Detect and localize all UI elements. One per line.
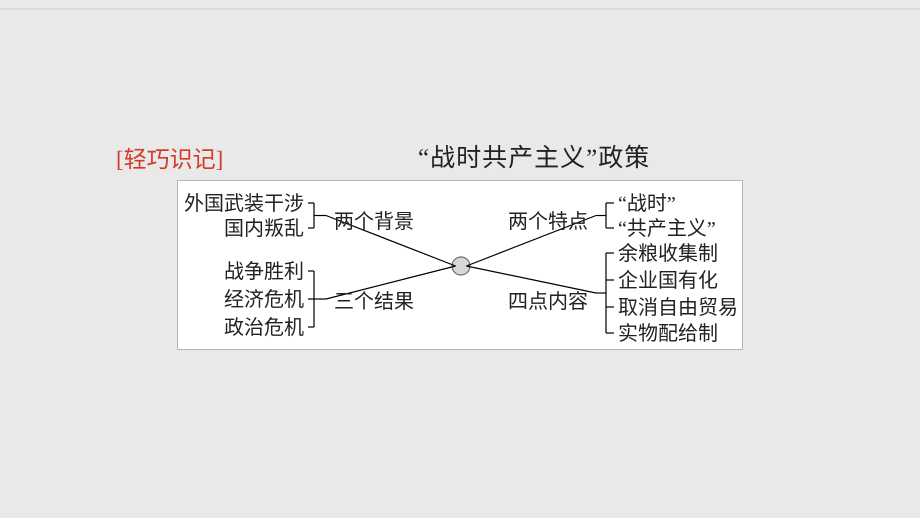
top-rule	[0, 8, 920, 10]
diagram-text: “战时”	[618, 192, 676, 215]
diagram-text: 外国武装干涉	[184, 192, 304, 215]
diagram-text: 取消自由贸易	[618, 296, 738, 319]
diagram-text: 两个特点	[508, 210, 588, 233]
diagram-text: 实物配给制	[618, 322, 718, 345]
diagram-panel: 两个背景 外国武装干涉国内叛乱三个结果 战争胜利经济危机政治危机 两个特点 “战时”“共…	[177, 180, 743, 350]
diagram-text: 经济危机	[224, 288, 304, 311]
diagram-text: 企业国有化	[618, 269, 718, 292]
slide: [轻巧识记] “战时共产主义”政策 两个背景 外国武装干涉国内叛乱三个结果 战争胜利…	[0, 0, 920, 518]
diagram-text: 余粮收集制	[618, 242, 718, 265]
diagram-text: 政治危机	[224, 316, 304, 339]
diagram-text: 两个背景	[334, 210, 414, 233]
diagram-title: “战时共产主义”政策	[418, 138, 650, 174]
section-tag: [轻巧识记]	[116, 140, 223, 174]
diagram-text: 三个结果	[334, 290, 414, 313]
diagram-text: 国内叛乱	[224, 217, 304, 240]
diagram-text: “共产主义”	[618, 217, 716, 240]
diagram-text: 战争胜利	[224, 260, 304, 283]
diagram-text: 四点内容	[508, 290, 588, 313]
diagram-svg: 两个背景 外国武装干涉国内叛乱三个结果 战争胜利经济危机政治危机 两个特点 “战时”“共…	[178, 181, 744, 351]
